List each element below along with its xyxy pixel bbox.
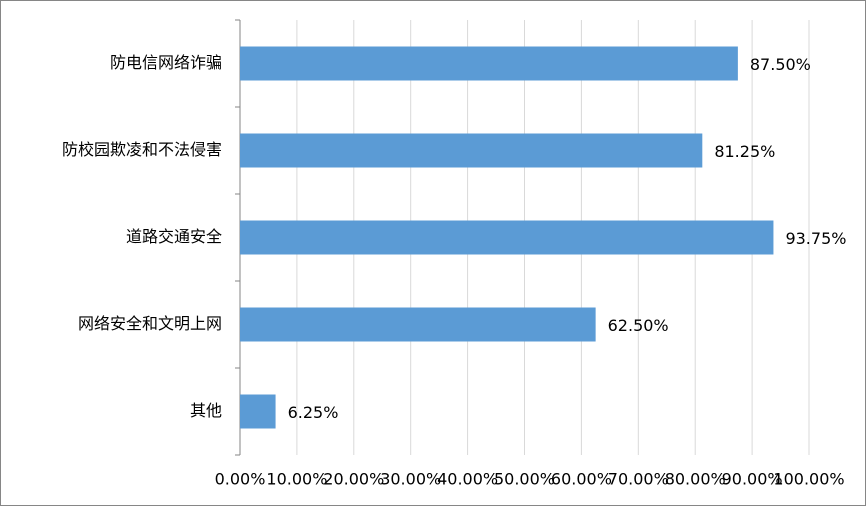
y-tick-label: 网络安全和文明上网 <box>78 314 222 333</box>
data-label: 81.25% <box>714 142 775 161</box>
x-tick-label: 90.00% <box>722 470 783 489</box>
x-tick-label: 100.00% <box>773 470 844 489</box>
x-tick-label: 50.00% <box>494 470 555 489</box>
x-tick-label: 60.00% <box>551 470 612 489</box>
x-tick-label: 40.00% <box>437 470 498 489</box>
y-tick-label: 防电信网络诈骗 <box>110 53 222 72</box>
y-tick-label: 道路交通安全 <box>126 227 222 246</box>
bar <box>240 133 703 168</box>
x-tick-label: 70.00% <box>608 470 669 489</box>
bar <box>240 307 596 342</box>
bar <box>240 46 738 81</box>
x-tick-label: 80.00% <box>665 470 726 489</box>
y-tick-label: 其他 <box>190 401 222 420</box>
x-tick-label: 30.00% <box>380 470 441 489</box>
bar <box>240 394 276 429</box>
data-label: 93.75% <box>785 229 846 248</box>
x-tick-label: 20.00% <box>323 470 384 489</box>
data-label: 62.50% <box>608 316 669 335</box>
bar <box>240 220 774 255</box>
x-tick-label: 0.00% <box>215 470 266 489</box>
data-label: 87.50% <box>750 55 811 74</box>
y-tick-label: 防校园欺凌和不法侵害 <box>62 140 222 159</box>
x-tick-label: 10.00% <box>266 470 327 489</box>
data-label: 6.25% <box>288 403 339 422</box>
